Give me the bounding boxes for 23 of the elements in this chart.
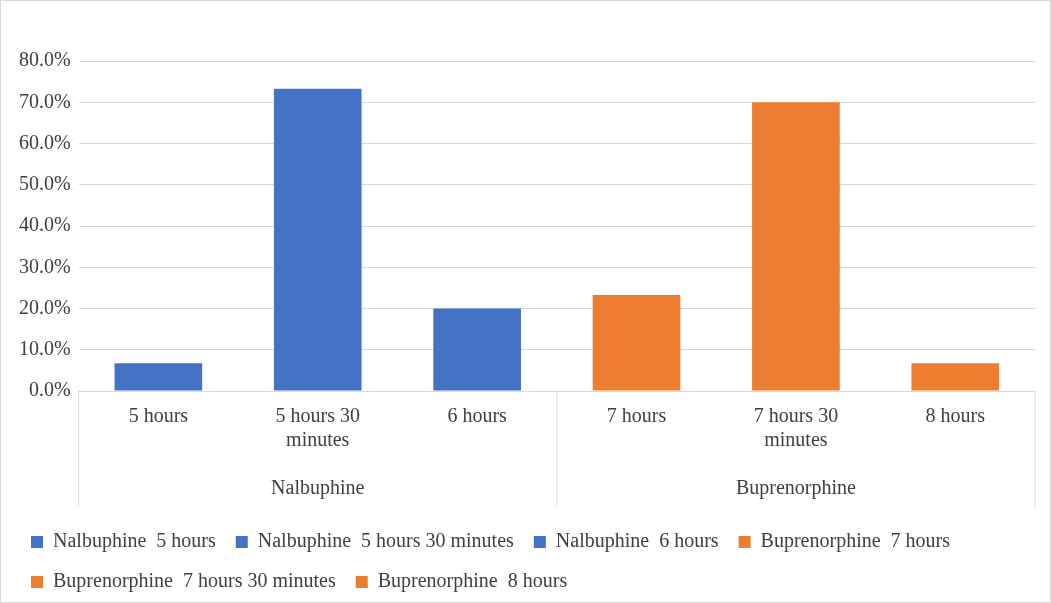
x-tick-label: 8 hours xyxy=(925,404,986,427)
x-tick-label: 5 hours xyxy=(128,404,189,427)
x-tick-label: 6 hours xyxy=(447,404,508,427)
legend-label: Buprenorphine 8 hours xyxy=(377,569,568,593)
legend-label: Nalbuphine 5 hours xyxy=(53,529,216,553)
y-tick-label: 30.0% xyxy=(18,254,71,277)
legend-label: Buprenorphine 7 hours xyxy=(760,529,951,553)
x-tick-label: 7 hours xyxy=(606,404,667,427)
text: Nalbuphine xyxy=(271,476,365,500)
x-tick-label: 5 hours 30 minutes xyxy=(275,404,360,451)
y-tick-label: 10.0% xyxy=(18,337,71,359)
text: Buprenorphine xyxy=(735,476,857,500)
y-tick-label: 40.0% xyxy=(18,213,71,236)
y-tick-label: 70.0% xyxy=(18,89,71,112)
legend-label: Buprenorphine 7 hours 30 minutes xyxy=(53,569,336,593)
legend-label: Nalbuphine 5 hours 30 minutes xyxy=(257,529,515,553)
y-tick-label: 80.0% xyxy=(18,48,71,71)
x-tick-label: 7 hours 30 minutes xyxy=(753,404,839,451)
y-tick-label: 60.0% xyxy=(18,130,71,153)
y-tick-label: 20.0% xyxy=(18,295,71,318)
y-tick-label: 50.0% xyxy=(18,172,71,194)
y-tick-label: 0.0% xyxy=(28,378,71,401)
legend-label: Nalbuphine 6 hours xyxy=(555,529,719,553)
